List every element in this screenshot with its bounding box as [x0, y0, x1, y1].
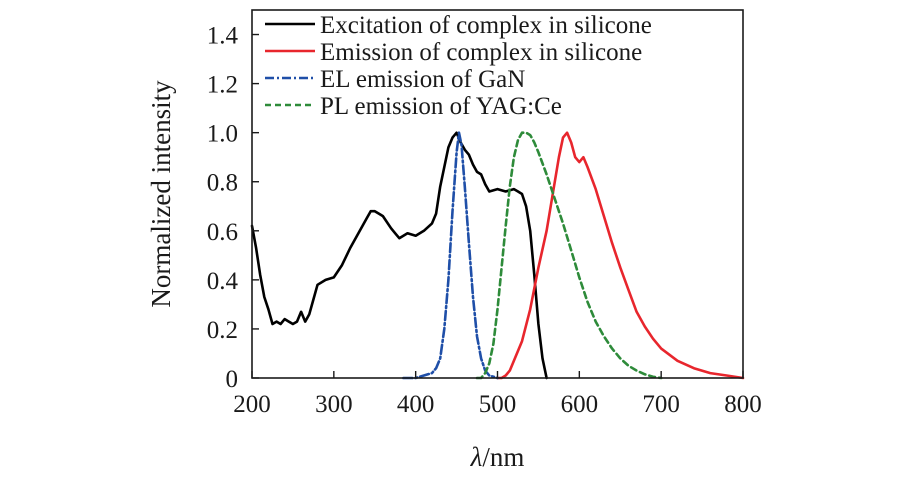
- x-tick-label: 600: [561, 391, 599, 418]
- x-axis-symbol: λ: [470, 442, 483, 472]
- y-tick-label: 1.0: [207, 121, 238, 148]
- x-tick-label: 700: [642, 391, 680, 418]
- legend-label: EL emission of GaN: [320, 66, 525, 93]
- y-tick-label: 1.2: [207, 72, 238, 99]
- y-tick-label: 1.4: [207, 23, 239, 50]
- x-axis-title: λ/nm: [470, 442, 525, 472]
- legend: Excitation of complex in siliconeEmissio…: [265, 12, 652, 120]
- y-tick-label: 0: [226, 366, 239, 393]
- y-tick-label: 0.6: [207, 219, 238, 246]
- y-axis-title: Normalized intensity: [146, 80, 176, 308]
- series-line-3: [402, 131, 499, 380]
- series-line-1: [250, 131, 548, 380]
- x-tick-label: 200: [233, 391, 271, 418]
- x-tick-label: 300: [315, 391, 353, 418]
- legend-label: Emission of complex in silicone: [320, 39, 642, 66]
- x-tick-label: 800: [724, 391, 762, 418]
- ticks-layer: 200 300 400 500 600 700 800 0 0.2 0.4 0.6 0.8 1.0 1.2…: [207, 23, 762, 418]
- y-tick-label: 0.2: [207, 317, 238, 344]
- y-tick-label: 0.4: [207, 268, 239, 295]
- x-tick-label: 500: [479, 391, 517, 418]
- x-axis-unit: /nm: [482, 442, 524, 472]
- y-tick-label: 0.8: [207, 170, 238, 197]
- x-tick-label: 400: [397, 391, 435, 418]
- series-layer: [250, 131, 745, 380]
- series-line-2: [496, 131, 745, 380]
- legend-label: PL emission of YAG:Ce: [320, 93, 562, 120]
- series-line-4: [475, 131, 663, 380]
- legend-label: Excitation of complex in silicone: [320, 12, 652, 39]
